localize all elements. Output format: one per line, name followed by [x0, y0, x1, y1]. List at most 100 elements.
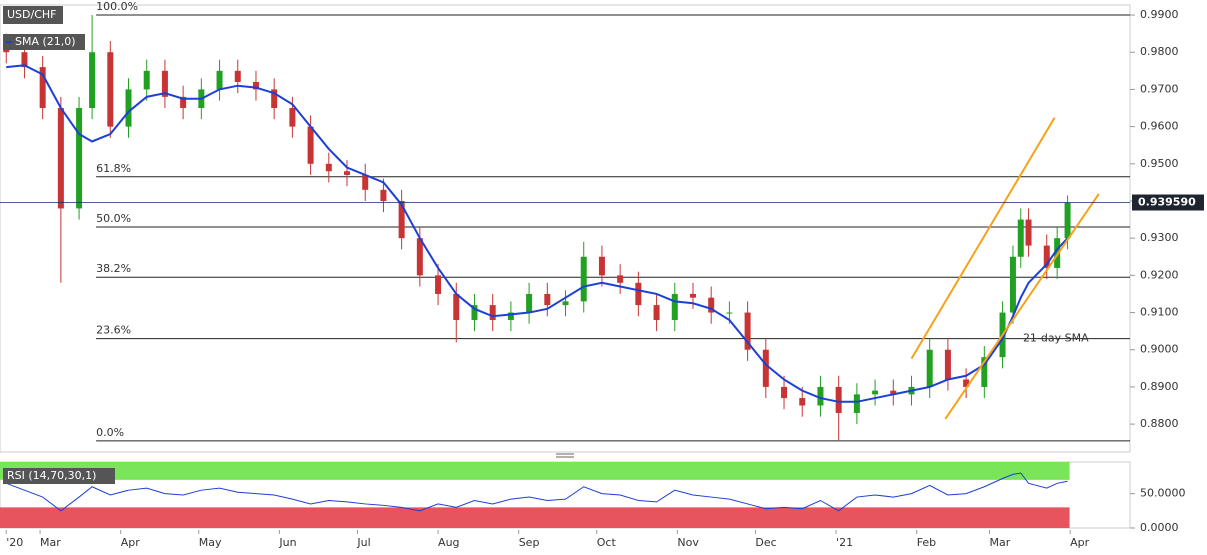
- chart-title: USD/CHF: [7, 8, 57, 21]
- x-tick-label: Feb: [917, 536, 936, 549]
- rsi-title-box: [3, 468, 115, 484]
- candle-body: [944, 349, 951, 380]
- x-tick-label: Nov: [677, 536, 699, 549]
- x-tick-label: Mar: [40, 536, 61, 549]
- candle-body: [380, 189, 387, 201]
- oversold-zone: [0, 507, 1070, 528]
- legend-box: [3, 34, 85, 50]
- candle-body: [926, 349, 933, 387]
- candle-body: [307, 126, 314, 164]
- candle-body: [89, 52, 96, 109]
- candle-body: [76, 108, 83, 209]
- x-tick-label: Aug: [438, 536, 459, 549]
- candle-body: [1025, 219, 1032, 246]
- candle-body: [817, 386, 824, 406]
- x-tick-label: Mar: [990, 536, 1011, 549]
- candle-body: [1054, 238, 1061, 268]
- candle-body: [580, 256, 587, 302]
- fib-label: 50.0%: [96, 212, 131, 225]
- candle-body: [744, 312, 751, 350]
- x-tick-label: Apr: [121, 536, 141, 549]
- x-tick-label: '21: [836, 536, 853, 549]
- y-tick-label: 50.0000: [1140, 487, 1186, 500]
- candle-body: [271, 89, 278, 109]
- fib-label: 23.6%: [96, 324, 131, 337]
- candle-body: [325, 163, 332, 172]
- candle-body: [471, 305, 478, 320]
- candle-body: [107, 52, 114, 127]
- x-tick-label: '20: [6, 536, 23, 549]
- candle-body: [1043, 245, 1050, 268]
- candle-body: [890, 390, 897, 395]
- fib-label: 0.0%: [96, 426, 124, 439]
- x-tick-label: Oct: [597, 536, 617, 549]
- last-price-box: [1132, 194, 1204, 211]
- candle-body: [1009, 256, 1016, 313]
- x-tick-label: Jun: [278, 536, 296, 549]
- trendline: [944, 193, 1100, 420]
- candle-body: [252, 81, 259, 90]
- candle-body: [835, 386, 842, 413]
- candle-body: [799, 398, 806, 406]
- fib-label: 100.0%: [96, 0, 138, 13]
- candle-body: [726, 312, 733, 314]
- y-tick-label: 0.9800: [1140, 45, 1179, 58]
- y-tick-label: 0.9200: [1140, 268, 1179, 281]
- rsi-line: [6, 472, 1068, 512]
- candle-body: [39, 67, 46, 109]
- fib-label: 61.8%: [96, 162, 131, 175]
- y-tick-label: 0.9700: [1140, 82, 1179, 95]
- candle-body: [21, 52, 28, 68]
- candle-body: [398, 200, 405, 239]
- candle-body: [671, 293, 678, 320]
- y-tick-label: 0.9500: [1140, 157, 1179, 170]
- candle-body: [216, 70, 223, 90]
- annotation: 21-day SMA: [1023, 331, 1089, 344]
- y-tick-label: 0.9300: [1140, 231, 1179, 244]
- candle-body: [526, 293, 533, 313]
- candle-body: [689, 293, 696, 298]
- candle-body: [125, 89, 132, 127]
- trendline: [910, 117, 1056, 360]
- overbought-zone: [0, 462, 1070, 480]
- candle-body: [708, 297, 715, 313]
- y-tick-label: 0.8800: [1140, 417, 1179, 430]
- candle-body: [289, 108, 296, 127]
- x-tick-label: Sep: [519, 536, 540, 549]
- candle-body: [963, 379, 970, 387]
- candle-body: [598, 256, 605, 276]
- x-tick-label: Dec: [755, 536, 776, 549]
- candle-body: [362, 174, 369, 190]
- candle-body: [762, 349, 769, 387]
- candle-body: [653, 305, 660, 320]
- candle-body: [1064, 202, 1071, 239]
- y-tick-label: 0.0000: [1140, 521, 1179, 534]
- candle-body: [617, 275, 624, 283]
- candle-body: [180, 96, 187, 109]
- sma-line: [6, 64, 1069, 403]
- fib-label: 38.2%: [96, 262, 131, 275]
- y-tick-label: 0.9000: [1140, 343, 1179, 356]
- candle-body: [416, 238, 423, 276]
- candle-body: [562, 301, 569, 306]
- y-tick-label: 0.9900: [1140, 8, 1179, 21]
- candle-body: [635, 282, 642, 306]
- candle-body: [489, 305, 496, 320]
- candle-body: [143, 70, 150, 90]
- plot-area: [0, 4, 1131, 453]
- candle-body: [781, 386, 788, 399]
- candle-body: [872, 390, 879, 395]
- candle-body: [234, 70, 241, 82]
- candle-body: [544, 293, 551, 306]
- x-tick-label: Jul: [356, 536, 370, 549]
- candle-body: [1017, 219, 1024, 257]
- y-tick-label: 0.8900: [1140, 380, 1179, 393]
- x-tick-label: Apr: [1070, 536, 1090, 549]
- x-tick-label: May: [199, 536, 222, 549]
- y-tick-label: 0.9100: [1140, 306, 1179, 319]
- y-tick-label: 0.9600: [1140, 120, 1179, 133]
- candle-body: [507, 312, 514, 320]
- last-price-label: 0.939590: [1138, 196, 1196, 209]
- candle-body: [57, 108, 64, 209]
